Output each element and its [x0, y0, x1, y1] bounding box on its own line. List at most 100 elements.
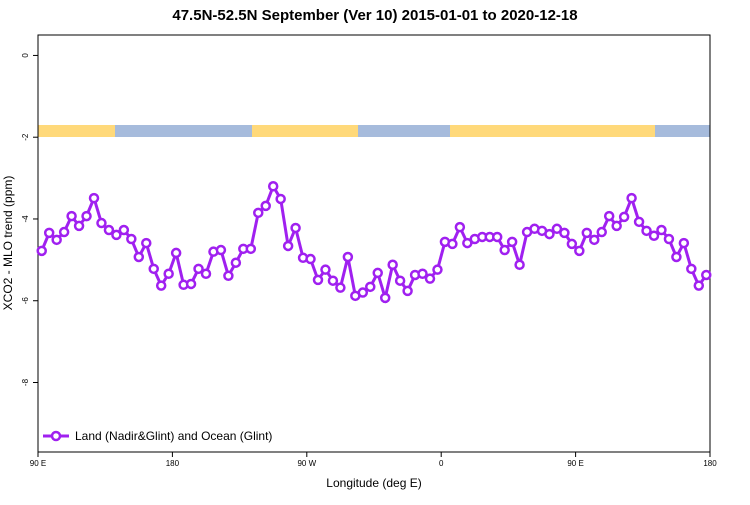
y-tick-label: 0 [21, 53, 30, 58]
data-point [394, 275, 406, 286]
data-point [641, 225, 652, 237]
data-point [693, 280, 705, 291]
data-point [357, 287, 369, 298]
data-point [155, 280, 167, 291]
data-point [596, 226, 607, 238]
data-point [506, 236, 518, 248]
data-point [499, 244, 510, 256]
data-point [43, 227, 55, 239]
data-point [66, 210, 77, 222]
x-tick-label: 90 W [297, 459, 316, 468]
data-point [462, 237, 473, 249]
ocean-band [358, 125, 450, 137]
land-ocean-strip [38, 125, 710, 137]
data-point [36, 245, 47, 257]
data-point [103, 224, 115, 236]
land-band [252, 125, 358, 137]
data-point [215, 244, 227, 256]
data-point [566, 238, 578, 250]
y-tick-label: -4 [21, 215, 30, 223]
data-point [260, 200, 271, 212]
data-point [648, 230, 660, 241]
data-point [253, 207, 264, 219]
data-point [342, 251, 354, 263]
data-point [51, 234, 62, 246]
chart-title: 47.5N-52.5N September (Ver 10) 2015-01-0… [172, 7, 577, 24]
data-point [133, 251, 145, 263]
data-point [387, 259, 398, 271]
data-point [424, 273, 436, 284]
data-point [200, 268, 212, 280]
data-point [611, 220, 622, 232]
data-point [551, 223, 563, 235]
y-tick-label: -2 [21, 133, 30, 141]
data-point [327, 275, 339, 286]
data-point [305, 253, 316, 265]
data-point [447, 238, 458, 250]
x-axis-label: Longitude (deg E) [326, 476, 421, 490]
data-point [432, 264, 443, 275]
ocean-band [655, 125, 710, 137]
data-point [678, 237, 690, 249]
data-point [230, 257, 242, 268]
data-point [663, 233, 675, 245]
y-tick-label: -6 [21, 297, 30, 305]
data-point [58, 226, 70, 238]
data-point [581, 227, 593, 239]
data-point [141, 237, 152, 249]
data-point [514, 259, 525, 271]
ocean-band [115, 125, 252, 137]
data-point [701, 269, 712, 281]
data-point [417, 268, 428, 280]
land-band [450, 125, 655, 137]
x-tick-label: 90 E [30, 459, 46, 468]
data-point [320, 264, 331, 275]
legend-label: Land (Nadir&Glint) and Ocean (Glint) [75, 429, 272, 443]
data-point [603, 210, 615, 222]
data-point [379, 292, 391, 304]
x-tick-label: 180 [166, 459, 180, 468]
data-point [626, 192, 637, 204]
data-point [170, 247, 182, 259]
data-point [372, 267, 383, 279]
data-point [275, 193, 286, 205]
data-point [73, 220, 85, 232]
data-point [282, 240, 294, 252]
data-point [335, 282, 346, 293]
data-point [81, 210, 92, 222]
data-point [544, 228, 555, 240]
data-point [193, 263, 204, 275]
data-point [88, 192, 100, 204]
data-point [118, 224, 130, 236]
x-tick-label: 0 [439, 459, 444, 468]
y-tick-label: -8 [21, 378, 30, 386]
x-tick-label: 90 E [567, 459, 583, 468]
data-point [223, 270, 234, 282]
data-point [126, 233, 137, 245]
land-band [38, 125, 115, 137]
plot-frame [37, 34, 711, 453]
data-point [491, 231, 503, 243]
x-tick-label: 180 [703, 459, 717, 468]
data-point [402, 285, 413, 297]
data-point [633, 216, 645, 228]
data-point [290, 222, 301, 234]
data-point [656, 224, 667, 236]
data-point [618, 211, 630, 223]
data-point [185, 278, 197, 290]
data-point [559, 227, 570, 239]
data-point [96, 217, 107, 229]
legend-marker [50, 430, 62, 442]
data-point [163, 268, 174, 280]
data-point [365, 281, 376, 293]
data-point [454, 221, 466, 233]
data-point [312, 274, 324, 286]
data-point [111, 229, 122, 241]
data-point [148, 263, 159, 275]
data-point [245, 243, 257, 255]
data-point [671, 251, 682, 263]
data-point [574, 245, 585, 257]
data-point [686, 263, 697, 275]
data-point [589, 234, 600, 246]
